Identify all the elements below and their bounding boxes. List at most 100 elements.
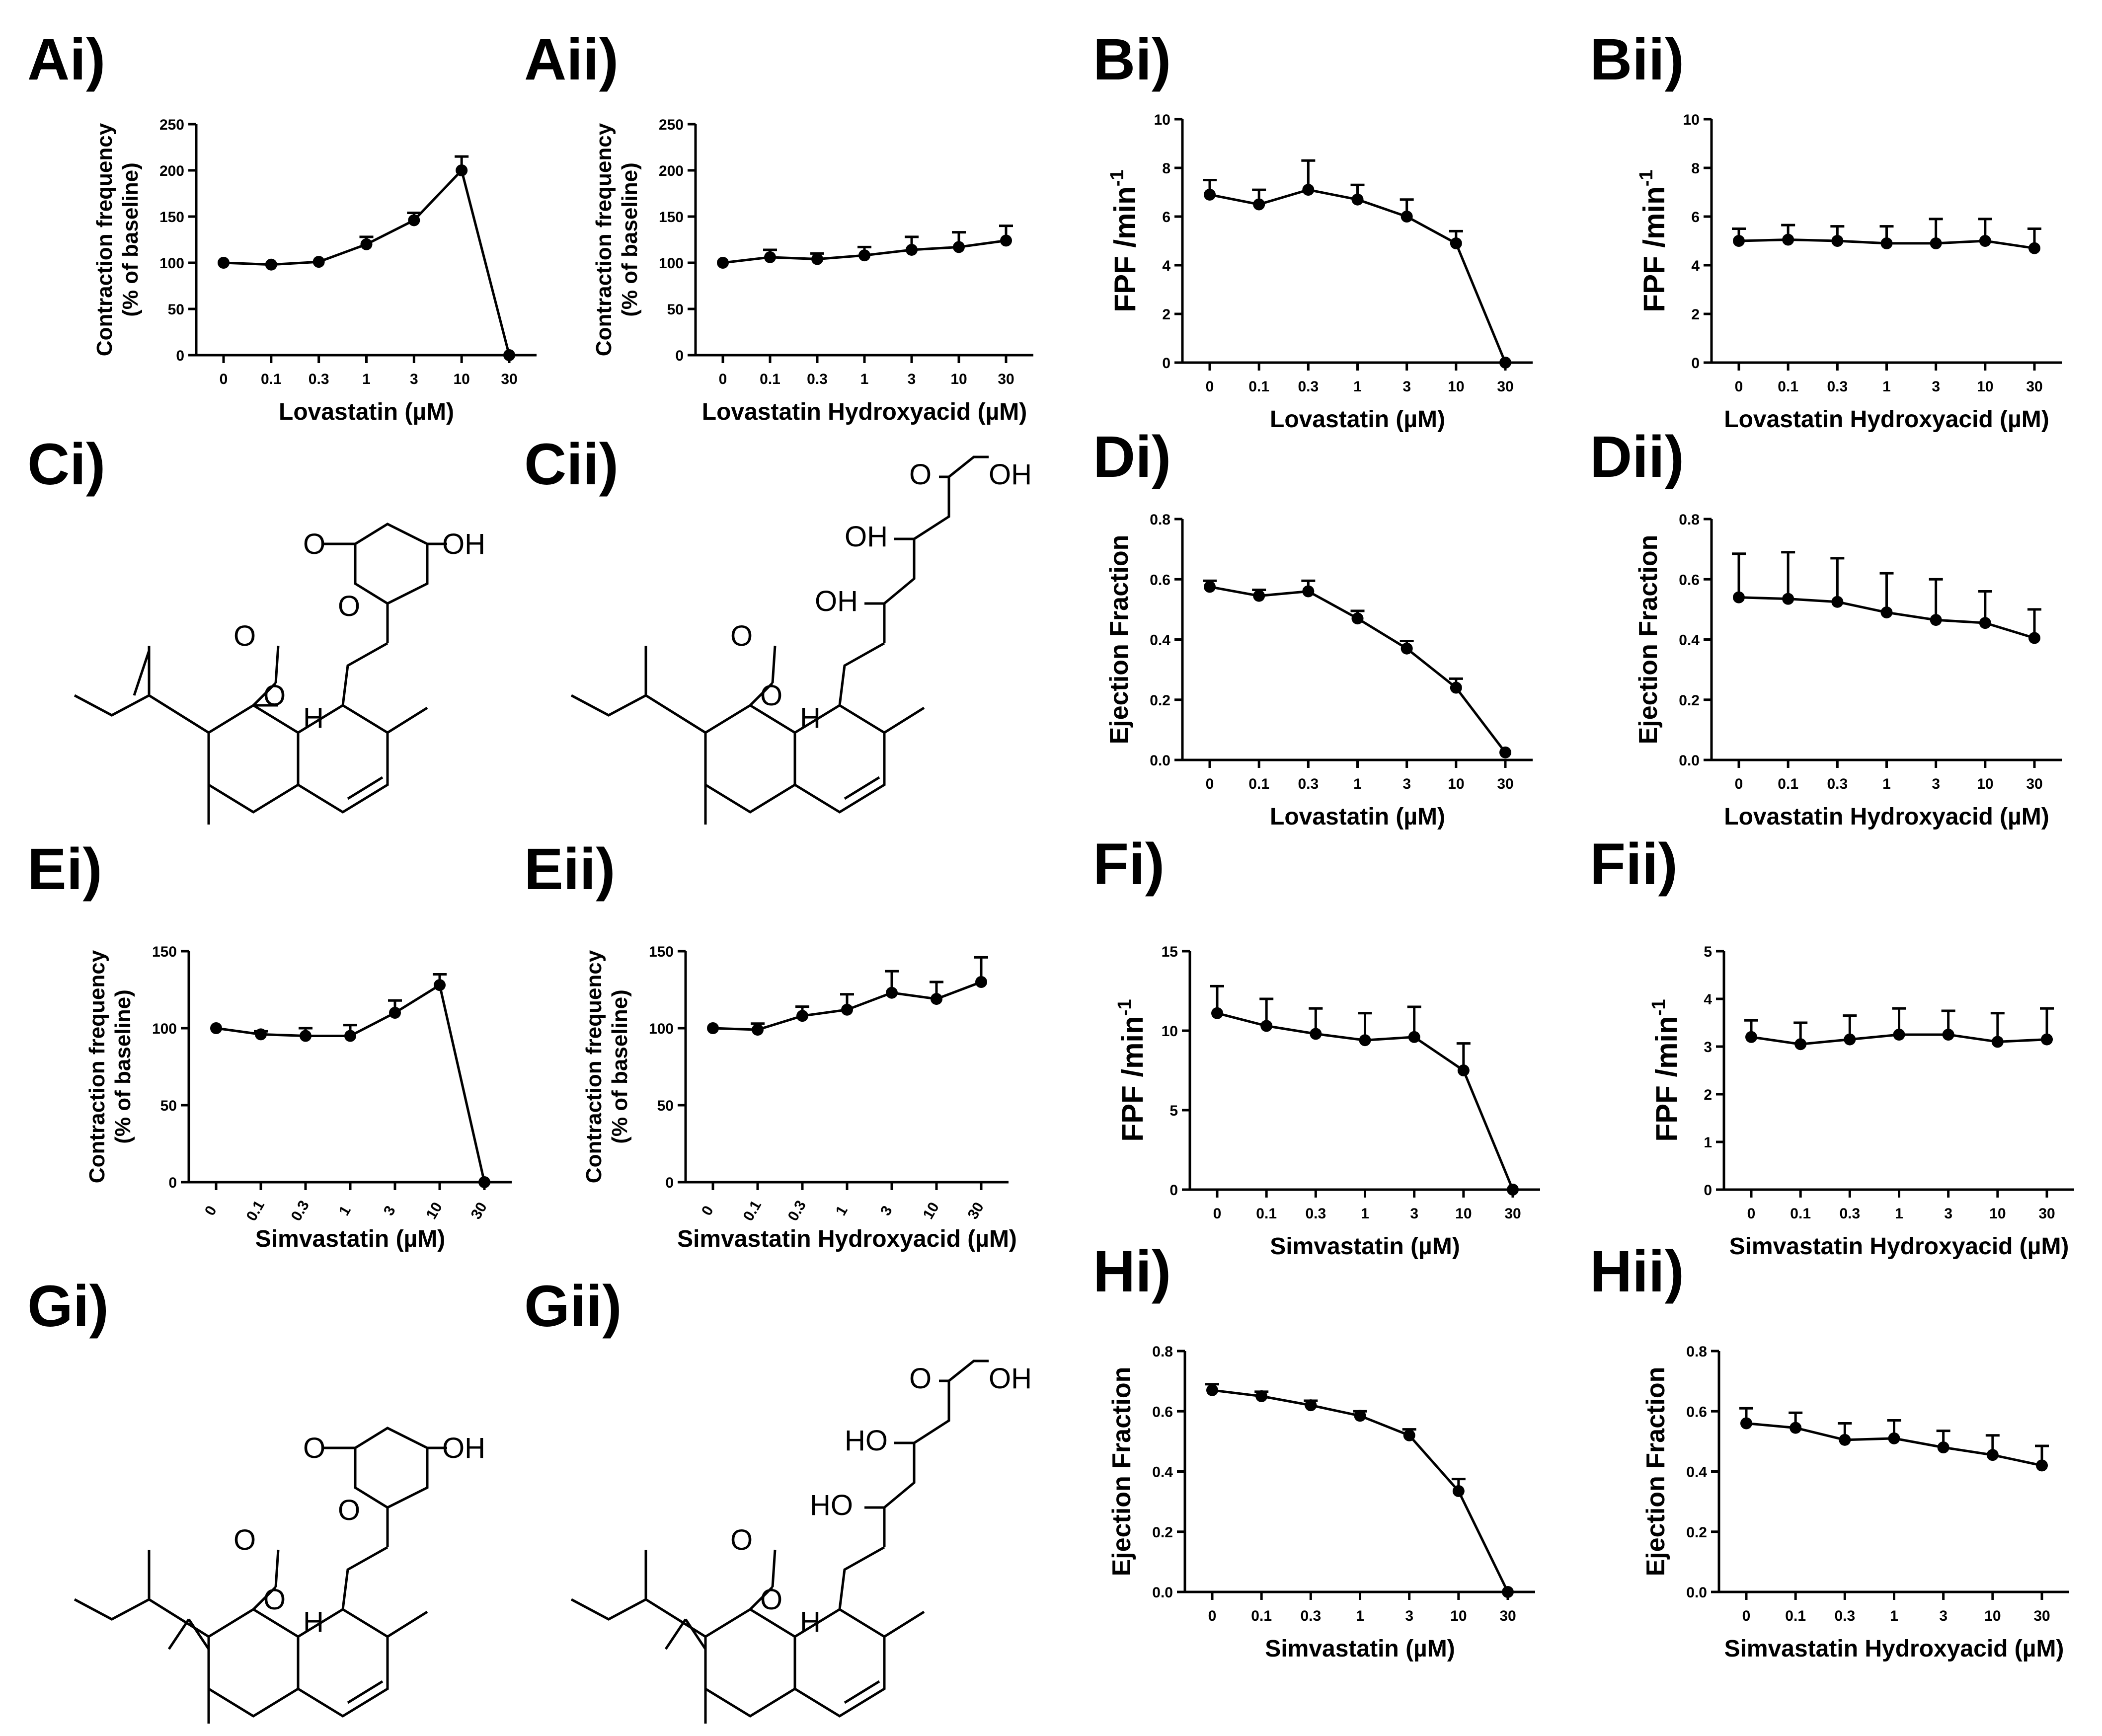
data-point: [1499, 746, 1511, 758]
atom-o-ester-carbonyl: O: [730, 1524, 753, 1556]
data-point: [886, 986, 898, 999]
x-axis-title: Simvastatin (µM): [1265, 1636, 1455, 1662]
panel-label-hi: Hi): [1093, 1239, 1171, 1304]
x-tick-label: 30: [1499, 1608, 1516, 1624]
x-tick-label: 1: [362, 371, 371, 387]
x-tick-label: 3: [1939, 1608, 1947, 1624]
x-tick-label: 0.3: [309, 371, 329, 387]
x-tick-label: 30: [1504, 1206, 1521, 1222]
y-tick-label: 200: [159, 163, 184, 179]
chart-ei: 0 50 100 150 0 0.1 0.3 1 3 10 30 Simvastatin (µM) Co…: [85, 944, 512, 1252]
y-tick-label: 0.0: [1686, 1585, 1707, 1601]
atom-h: H: [303, 702, 324, 734]
y-axis-title: (% of baseline): [111, 989, 135, 1144]
atom-oh-acid: OH: [989, 458, 1032, 491]
y-tick-label: 100: [159, 255, 184, 272]
data-point: [1302, 184, 1315, 196]
y-axis-title: Ejection Fraction: [1107, 1367, 1136, 1577]
chart-hii: 0.0 0.2 0.4 0.6 0.8 0 0.1 0.3 1 3 10 30 Simvastatin …: [1641, 1344, 2069, 1662]
chart-fii: 0 1 2 3 4 5 0 0.1 0.3 1 3 10 30 Simvastatin Hydroxyac…: [1648, 944, 2074, 1260]
y-tick-label: 150: [159, 209, 184, 226]
structure-bonds: [74, 1427, 447, 1724]
y-tick-label: 0: [1162, 355, 1170, 372]
structure-bonds: [74, 523, 447, 825]
data-point: [1782, 593, 1794, 605]
y-axis-title: (% of baseline): [608, 989, 632, 1144]
y-tick-label: 1: [1704, 1134, 1712, 1151]
data-point: [1260, 1020, 1273, 1032]
y-axis-title-superscript: -1: [1107, 169, 1128, 186]
y-tick-label: 50: [168, 302, 184, 318]
x-tick-label: 0.1: [1248, 776, 1269, 792]
chart-aii: 0 50 100 150 200 250 0 0.1 0.3 1 3 10 30 Lovastatin H…: [592, 117, 1033, 425]
data-point: [1457, 1064, 1470, 1076]
atom-h: H: [303, 1606, 324, 1638]
x-tick-label: 1: [1882, 776, 1891, 792]
series-line: [1209, 188, 1507, 363]
panel-label-bii: Bii): [1590, 27, 1684, 92]
y-tick-label: 8: [1691, 160, 1700, 177]
y-tick-label: 150: [649, 944, 674, 960]
y-tick-label: 6: [1691, 209, 1700, 226]
atom-o-carbonyl: O: [909, 458, 932, 491]
y-axis-title-superscript: -1: [1648, 999, 1669, 1016]
x-tick-label: 30: [468, 1200, 490, 1222]
y-tick-label: 0: [1704, 1182, 1712, 1199]
x-tick-label: 10: [453, 371, 469, 387]
x-tick-label: 0.1: [261, 371, 282, 387]
atom-o-ring: O: [338, 1494, 360, 1526]
y-tick-label: 0: [1691, 355, 1700, 372]
panel-label-fi: Fi): [1093, 831, 1165, 897]
data-point: [1831, 235, 1844, 247]
atom-o-ring: O: [338, 590, 360, 622]
data-point: [1986, 1449, 1999, 1461]
x-tick-label: 1: [1361, 1206, 1369, 1222]
x-tick-label: 30: [998, 371, 1014, 387]
y-tick-label: 50: [667, 302, 684, 318]
panel-label-hii: Hii): [1590, 1239, 1684, 1304]
atom-oh: OH: [442, 1432, 485, 1464]
data-point: [1880, 237, 1893, 249]
structure-bonds: [570, 1359, 989, 1724]
data-point: [1452, 1485, 1465, 1497]
y-axis-title-text: Ejection Fraction: [1107, 1367, 1136, 1577]
y-tick-label: 0.6: [1152, 1404, 1173, 1420]
y-tick-label: 10: [1154, 112, 1170, 128]
y-tick-label: 0.2: [1679, 692, 1700, 709]
y-axis-title: Contraction frequency: [592, 123, 616, 356]
data-point: [931, 993, 942, 1005]
y-axis-title: Contraction frequency: [582, 950, 606, 1183]
x-tick-label: 0: [1735, 378, 1743, 395]
x-tick-label: 0: [202, 1203, 220, 1218]
y-tick-label: 0.0: [1679, 753, 1700, 769]
data-point: [1942, 1029, 1954, 1041]
y-tick-label: 6: [1162, 209, 1170, 226]
y-axis-title: (% of baseline): [618, 162, 642, 317]
x-tick-label: 0.3: [1834, 1608, 1855, 1624]
data-point: [1354, 1410, 1366, 1422]
x-tick-label: 0.1: [1251, 1608, 1272, 1624]
x-tick-label: 0.3: [1827, 378, 1848, 395]
atom-h: H: [800, 1606, 821, 1638]
data-point: [1204, 581, 1216, 593]
data-point: [906, 243, 918, 256]
data-point: [1204, 188, 1216, 201]
data-point: [360, 238, 373, 250]
atom-oh: OH: [442, 528, 485, 560]
data-point: [1782, 233, 1794, 246]
x-tick-label: 0.1: [1785, 1608, 1806, 1624]
y-axis-title-text: Ejection Fraction: [1105, 535, 1134, 745]
panel-label-cii: Cii): [524, 432, 619, 497]
data-point: [1831, 596, 1844, 608]
data-point: [1450, 681, 1462, 694]
data-point: [707, 1022, 719, 1034]
data-point: [1937, 1441, 1949, 1453]
x-axis-title: Simvastatin (µM): [1270, 1233, 1460, 1260]
x-tick-label: 0: [1206, 378, 1214, 395]
x-tick-label: 3: [410, 371, 418, 387]
x-tick-label: 1: [1882, 378, 1891, 395]
data-point: [1930, 614, 1942, 626]
y-axis-title: (% of baseline): [118, 162, 143, 317]
data-point: [1979, 235, 1991, 247]
